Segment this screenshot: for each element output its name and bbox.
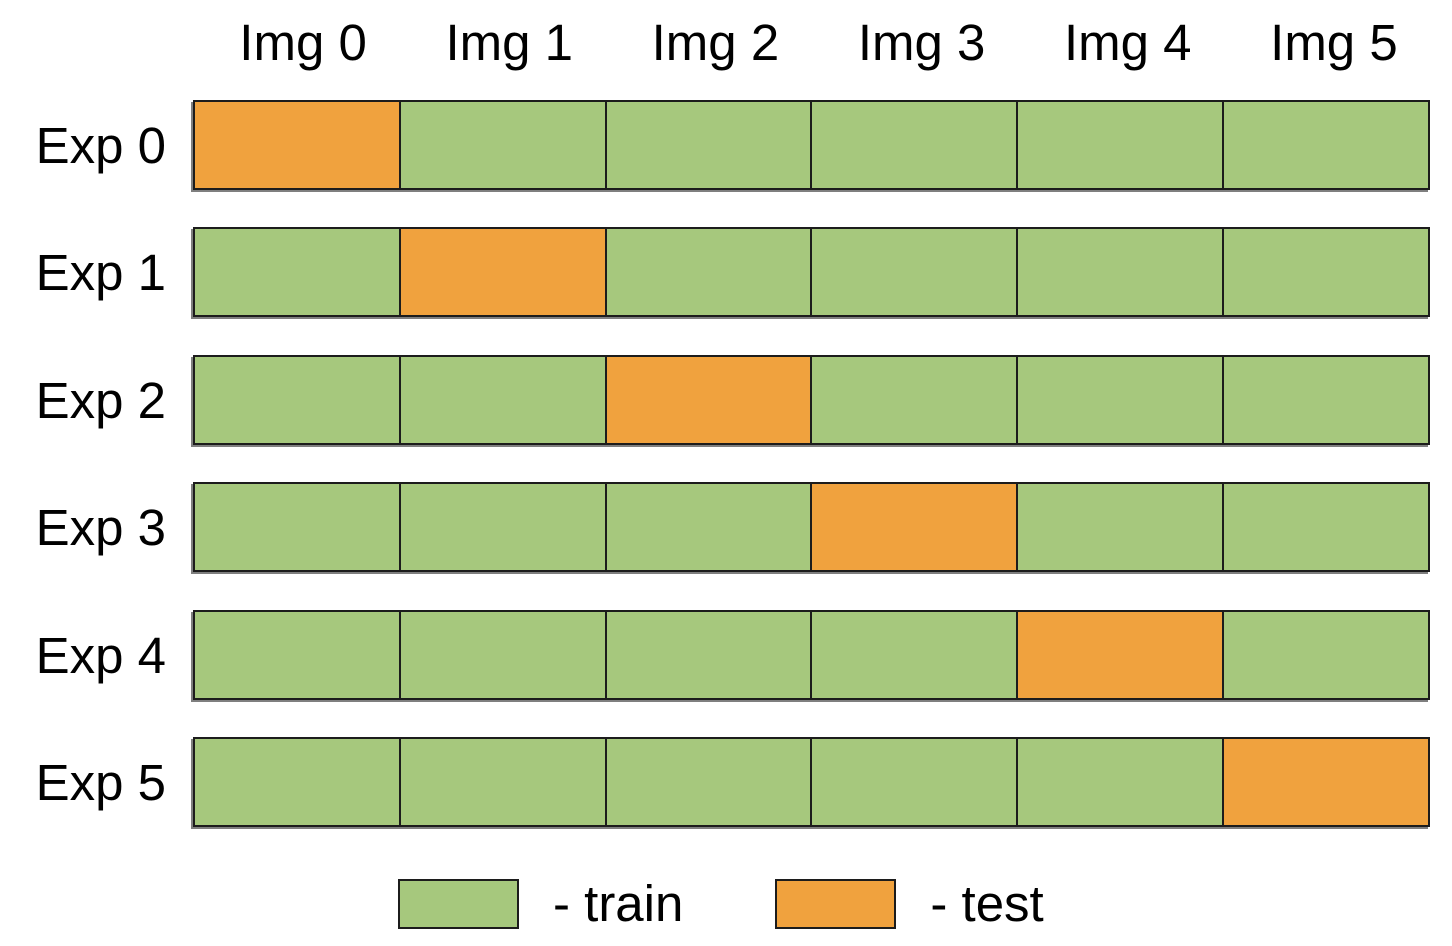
cell-exp5-img0-train	[195, 739, 401, 825]
cell-exp5-img4-train	[1018, 739, 1225, 825]
cell-exp1-img5-train	[1224, 229, 1428, 315]
cell-exp2-img2-test	[606, 357, 813, 443]
cell-exp1-img4-train	[1018, 229, 1225, 315]
exp-2-bar	[193, 355, 1430, 445]
cell-exp1-img1-test	[400, 229, 607, 315]
cell-exp3-img3-test	[812, 484, 1019, 570]
exp-5-bar	[193, 737, 1430, 827]
cell-exp0-img0-test	[195, 102, 401, 188]
exp-0-bar	[193, 100, 1430, 190]
exp-row-0: Exp 0	[0, 100, 1452, 190]
cell-exp3-img5-train	[1224, 484, 1428, 570]
exp-4-bar	[193, 610, 1430, 700]
cell-exp4-img0-train	[195, 612, 401, 698]
column-header-img-1: Img 1	[445, 14, 574, 71]
cell-exp3-img4-train	[1018, 484, 1225, 570]
cell-exp2-img3-train	[812, 357, 1019, 443]
cell-exp5-img1-train	[400, 739, 607, 825]
cell-exp3-img1-train	[400, 484, 607, 570]
legend-train-label: - train	[553, 875, 684, 932]
column-header-img-4: Img 4	[1063, 14, 1192, 71]
cell-exp0-img4-train	[1018, 102, 1225, 188]
exp-row-5: Exp 5	[0, 737, 1452, 827]
exp-row-4: Exp 4	[0, 610, 1452, 700]
legend: - train - test	[398, 874, 1044, 933]
column-headers: Img 0 Img 1 Img 2 Img 3 Img 4 Img 5	[200, 12, 1437, 74]
legend-test-swatch	[775, 878, 897, 929]
cell-exp2-img4-train	[1018, 357, 1225, 443]
row-label-exp-5: Exp 5	[35, 753, 166, 811]
column-header-img-3: Img 3	[857, 14, 986, 71]
cell-exp0-img3-train	[812, 102, 1019, 188]
column-header-img-0: Img 0	[239, 14, 367, 71]
cell-exp5-img2-train	[606, 739, 813, 825]
row-label-exp-3: Exp 3	[35, 498, 166, 556]
exp-row-2: Exp 2	[0, 355, 1452, 445]
row-label-exp-1: Exp 1	[35, 243, 166, 301]
cell-exp3-img2-train	[606, 484, 813, 570]
cell-exp4-img1-train	[400, 612, 607, 698]
cell-exp4-img3-train	[812, 612, 1019, 698]
row-label-exp-0: Exp 0	[35, 116, 166, 174]
cell-exp2-img5-train	[1224, 357, 1428, 443]
cell-exp4-img4-test	[1018, 612, 1225, 698]
cell-exp3-img0-train	[195, 484, 401, 570]
exp-row-1: Exp 1	[0, 227, 1452, 317]
cell-exp0-img2-train	[606, 102, 813, 188]
cell-exp5-img3-train	[812, 739, 1019, 825]
cell-exp5-img5-test	[1224, 739, 1428, 825]
row-label-exp-2: Exp 2	[35, 371, 166, 429]
cell-exp2-img0-train	[195, 357, 401, 443]
cell-exp1-img0-train	[195, 229, 401, 315]
column-header-img-5: Img 5	[1270, 14, 1398, 71]
cell-exp0-img5-train	[1224, 102, 1428, 188]
exp-row-3: Exp 3	[0, 482, 1452, 572]
legend-train-swatch	[398, 878, 519, 929]
cell-exp4-img2-train	[606, 612, 813, 698]
column-header-img-2: Img 2	[651, 14, 780, 71]
exp-1-bar	[193, 227, 1430, 317]
cell-exp1-img2-train	[606, 229, 813, 315]
legend-test-label: - test	[930, 875, 1044, 932]
cell-exp4-img5-train	[1224, 612, 1428, 698]
exp-3-bar	[193, 482, 1430, 572]
cell-exp2-img1-train	[400, 357, 607, 443]
cell-exp1-img3-train	[812, 229, 1019, 315]
row-label-exp-4: Exp 4	[35, 626, 166, 684]
cell-exp0-img1-train	[400, 102, 607, 188]
